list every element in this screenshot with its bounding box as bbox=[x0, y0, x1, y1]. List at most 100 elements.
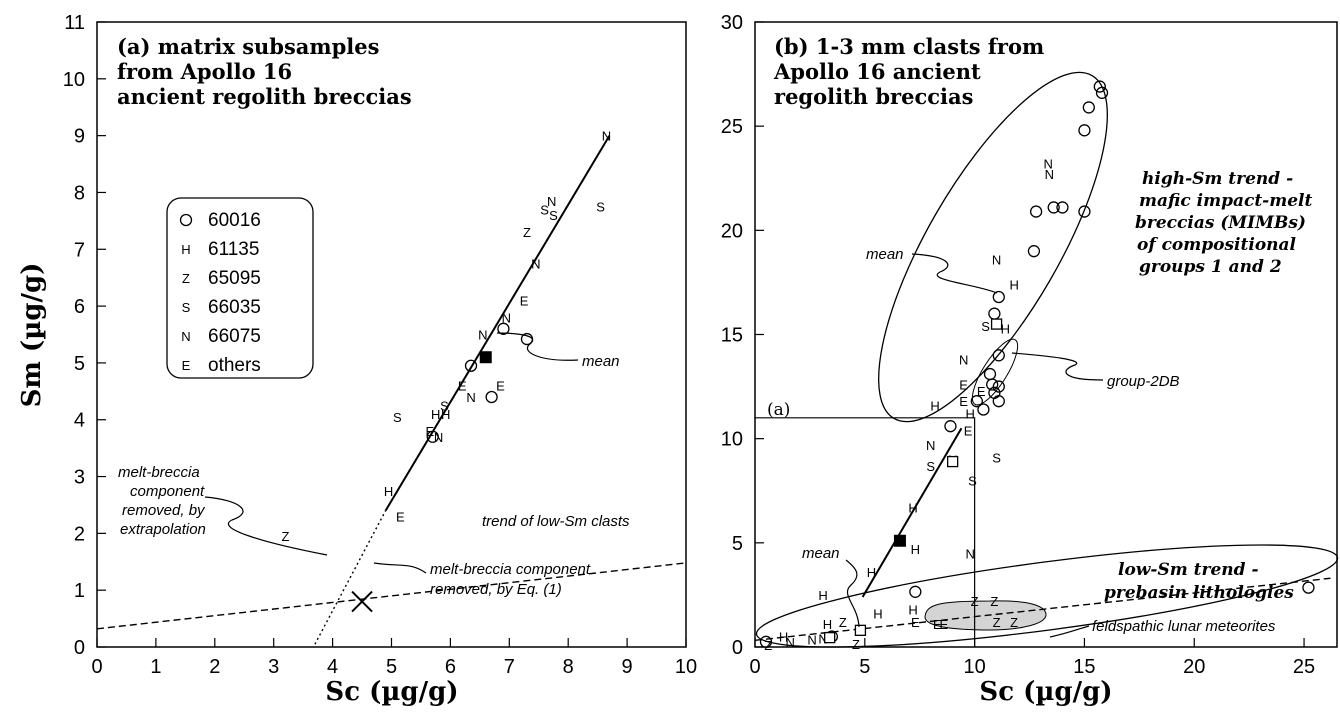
legend-label: others bbox=[208, 355, 261, 376]
panel-b-point-z: Z bbox=[852, 637, 860, 652]
panel-a-title-line-3: ancient regolith breccias bbox=[117, 84, 412, 109]
panel-a-y-tick-label: 3 bbox=[74, 467, 85, 489]
panel-b-point-z: Z bbox=[764, 638, 772, 653]
panel-a-point-n: N bbox=[478, 328, 487, 343]
panel-b-x-tick-label: 25 bbox=[1293, 656, 1315, 678]
panel-b-y-tick-label: 0 bbox=[732, 637, 743, 659]
inset-label-a: (a) bbox=[767, 400, 790, 420]
panel-b-point-o bbox=[759, 635, 773, 648]
panel-b-point-h: H bbox=[823, 617, 832, 632]
arrow-feldspathic bbox=[1049, 625, 1090, 638]
panel-b-point-o bbox=[992, 349, 1005, 362]
panel-a-point-e: E bbox=[396, 509, 405, 524]
panel-a-point-s: S bbox=[596, 200, 605, 215]
panel-a-point-n: N bbox=[466, 390, 475, 405]
panel-a-x-tick-label: 6 bbox=[445, 656, 456, 678]
panel-a-point-n: N bbox=[602, 129, 611, 144]
panel-a-point-o bbox=[426, 430, 439, 443]
panel-b-x-tick-label: 0 bbox=[749, 656, 760, 678]
panel-b-point-h: H bbox=[1009, 278, 1018, 293]
panel-a-mean-square bbox=[479, 351, 492, 364]
panel-b-open-square bbox=[947, 455, 959, 468]
panel-b-point-h: H bbox=[966, 407, 975, 422]
panel-b-point-e: E bbox=[911, 615, 920, 630]
panel-a-point-n: N bbox=[531, 256, 540, 271]
panel-b-point-o bbox=[1056, 201, 1069, 214]
panel-b-point-o bbox=[986, 378, 999, 391]
panel-a-y-tick-label: 4 bbox=[74, 410, 85, 432]
panel-a-point-o bbox=[464, 359, 478, 372]
panel-a-x-tick-label: 7 bbox=[504, 656, 515, 678]
panel-b-point-n: N bbox=[1044, 157, 1053, 172]
legend-marker-o bbox=[179, 213, 193, 227]
annotation-group-2db: group-2DB bbox=[1107, 373, 1180, 390]
panel-b-point-s: S bbox=[981, 319, 990, 334]
panel-b-title-line-3: regolith breccias bbox=[774, 84, 973, 109]
panel-b-point-e: E bbox=[933, 617, 942, 632]
legend-marker-n: N bbox=[181, 329, 190, 344]
annotation-mean-b-bottom: mean bbox=[802, 545, 840, 562]
high-sm-ellipse bbox=[878, 71, 1108, 423]
panel-a-trend-line bbox=[384, 135, 611, 512]
panel-b-frame bbox=[754, 21, 1338, 648]
panel-b-x-tick-label: 5 bbox=[859, 656, 870, 678]
panel-a-ticks: 0 1 2 3 4 5 6 7 8 9 10 0 1 2 3 4 5 6 7 8 9 10 11 bbox=[63, 12, 697, 678]
panel-a-y-tick-label: 7 bbox=[74, 239, 85, 261]
panel-a-y-tick-label: 0 bbox=[74, 637, 85, 659]
panel-b-point-o bbox=[983, 367, 997, 381]
panel-b-point-o bbox=[992, 290, 1005, 304]
arrow-extrapolation bbox=[204, 496, 328, 556]
panel-b-x-tick-label: 10 bbox=[963, 656, 985, 678]
panel-a-point-n: N bbox=[547, 194, 556, 209]
annotation-high-sm-line-2: mafic impact-melt bbox=[1139, 191, 1313, 211]
legend-marker-e: E bbox=[182, 358, 191, 373]
panel-b-point-o bbox=[1078, 205, 1091, 218]
legend-marker-h: H bbox=[181, 242, 190, 257]
annotation-mean-b-top: mean bbox=[866, 246, 904, 263]
panel-a-point-s: S bbox=[540, 203, 549, 218]
arrow-eq1 bbox=[373, 562, 427, 574]
panel-b-x-tick-label: 20 bbox=[1183, 656, 1205, 678]
panel-b-point-o bbox=[944, 420, 957, 433]
panel-a-y-tick-label: 6 bbox=[74, 296, 85, 318]
panel-a-legend: 60016 H 61135 Z 65095 S 66035 N 66075 E others bbox=[166, 197, 314, 379]
annotation-extrapolation-line-2: component bbox=[130, 483, 205, 500]
panel-b-point-h: H bbox=[908, 603, 917, 618]
panel-a-low-sm-trend-line bbox=[96, 562, 687, 630]
panel-a-x-axis-title: Sc (µg/g) bbox=[325, 677, 458, 707]
panel-b-point-e: E bbox=[940, 617, 949, 632]
panel-a-point-z: Z bbox=[523, 225, 531, 240]
panel-a-y-tick-label: 8 bbox=[74, 182, 85, 204]
panel-b-point-z: Z bbox=[971, 594, 979, 609]
panel-b-point-z: Z bbox=[990, 594, 998, 609]
panel-b-point-n: N bbox=[966, 546, 975, 561]
panel-a-point-h: H bbox=[431, 407, 440, 422]
legend-label: 66035 bbox=[208, 297, 261, 318]
panel-a-extrapolation-line bbox=[314, 510, 387, 645]
panel-b-point-o bbox=[1029, 205, 1043, 218]
panel-b-point-o bbox=[977, 403, 990, 416]
panel-b-point-s: S bbox=[926, 459, 935, 474]
panel-b-point-o bbox=[1027, 245, 1041, 258]
panel-b-ticks: 0 5 10 15 20 25 0 5 10 15 20 25 30 bbox=[721, 12, 1315, 678]
panel-b-y-tick-label: 30 bbox=[721, 12, 743, 34]
panel-b-point-o bbox=[1082, 101, 1095, 114]
panel-b-point-h: H bbox=[930, 398, 939, 413]
legend-label: 60016 bbox=[208, 210, 261, 231]
panel-a-point-e: E bbox=[520, 293, 529, 308]
panel-b-point-n: N bbox=[807, 633, 816, 648]
panel-a-y-tick-label: 5 bbox=[74, 353, 85, 375]
annotation-extrapolation-line-1: melt-breccia bbox=[118, 464, 200, 481]
annotation-high-sm-line-3: breccias (MIMBs) bbox=[1135, 213, 1306, 233]
panel-a-x-tick-label: 4 bbox=[327, 656, 338, 678]
panel-a-x-marker bbox=[351, 590, 373, 613]
panel-b-point-o bbox=[970, 395, 983, 408]
panel-b-point-e: E bbox=[959, 378, 968, 393]
legend-box bbox=[166, 197, 314, 379]
annotation-high-sm-line-1: high-Sm trend - bbox=[1142, 169, 1293, 189]
panel-a-x-tick-label: 2 bbox=[209, 656, 220, 678]
panel-a-point-n: N bbox=[502, 310, 511, 325]
